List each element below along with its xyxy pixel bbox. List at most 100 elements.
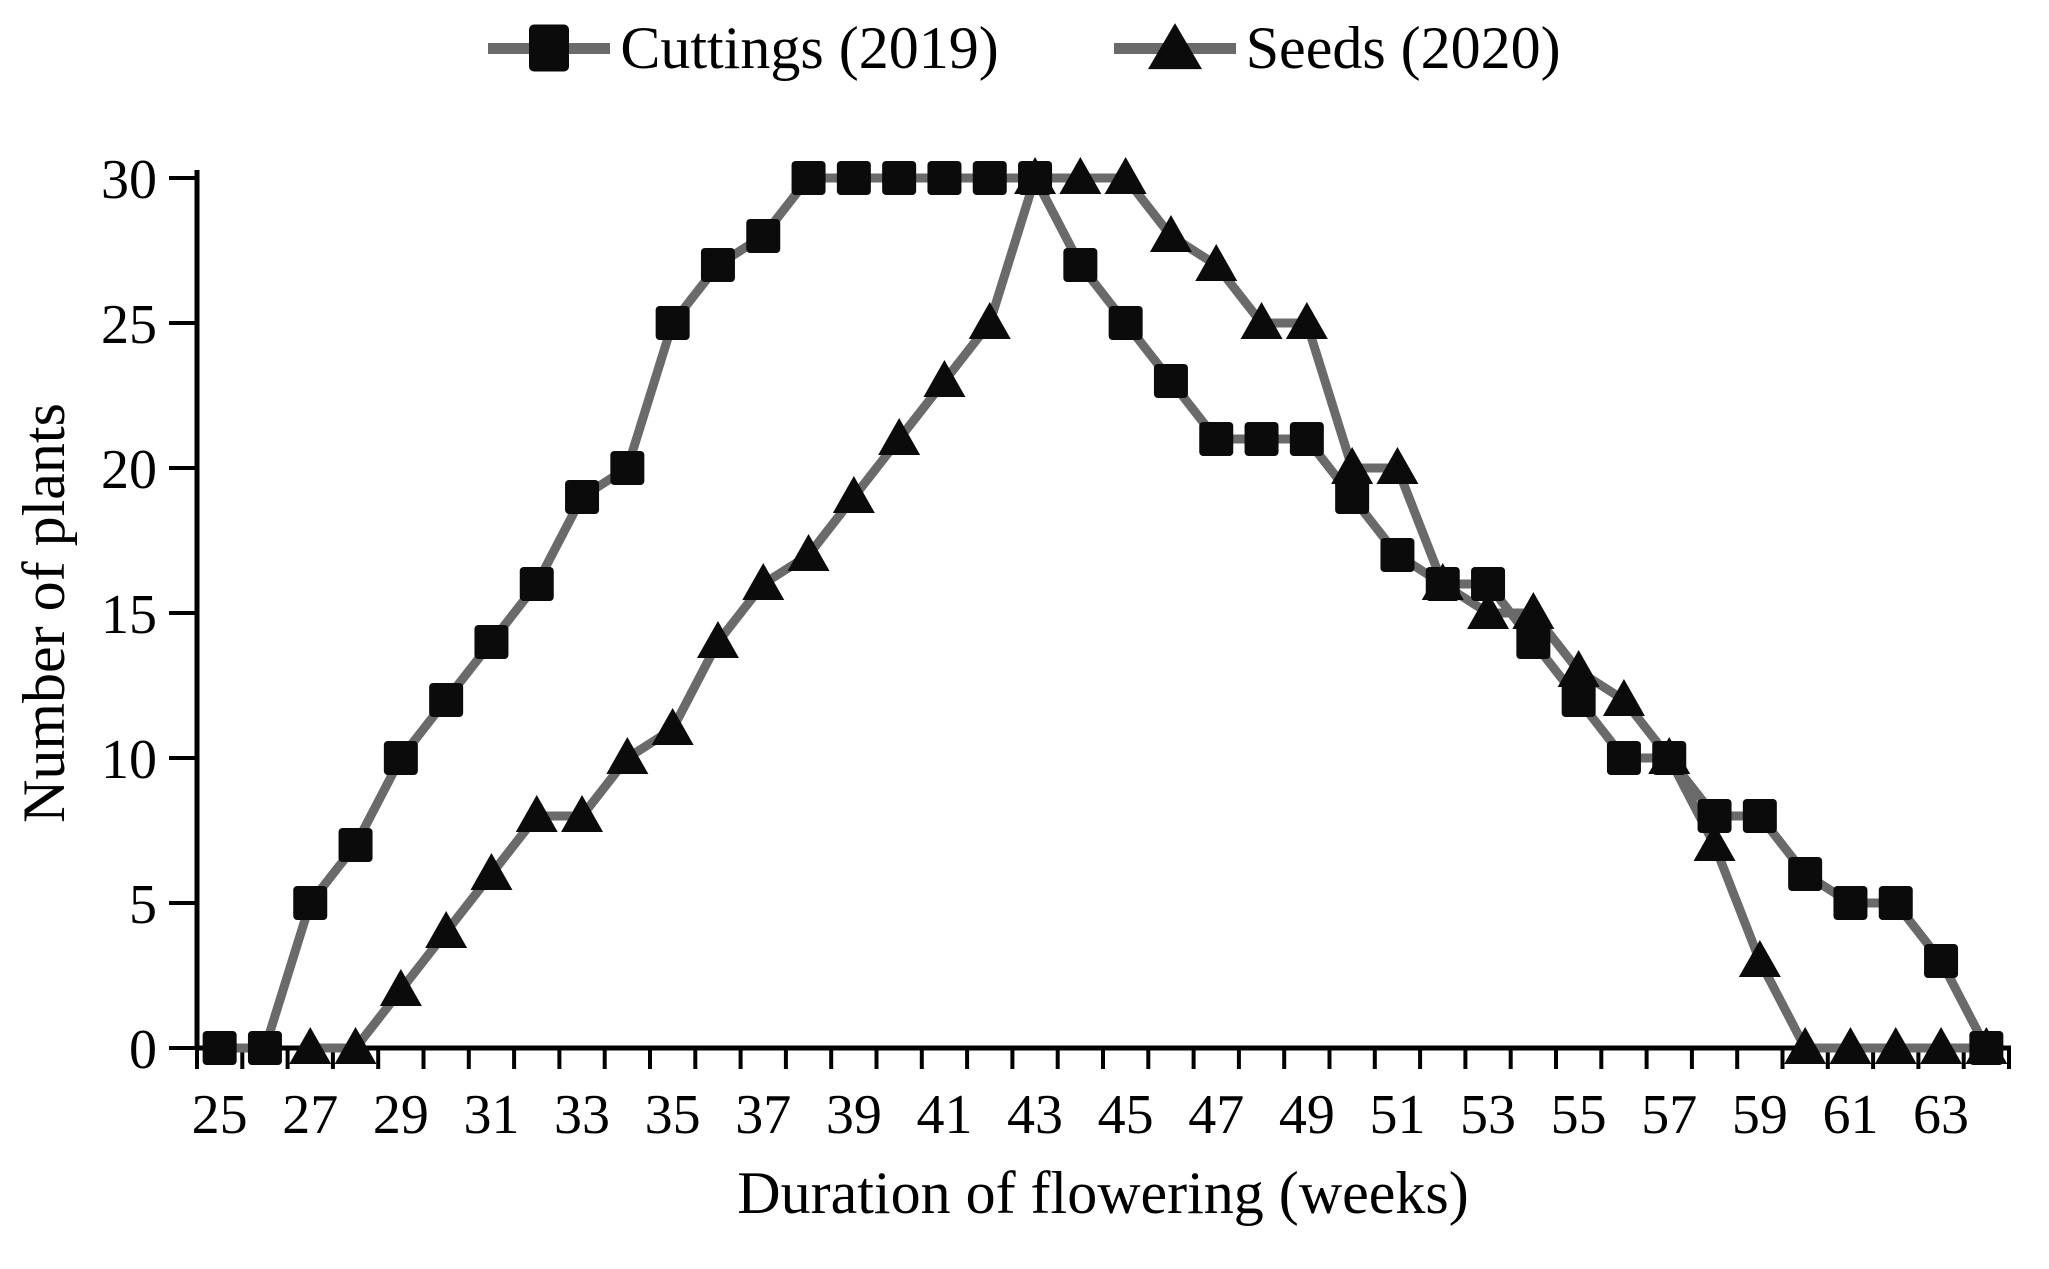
x-tick-label: 59 [1732, 1084, 1788, 1146]
triangle-marker [1059, 157, 1102, 194]
triangle-marker [1602, 679, 1645, 716]
y-tick-label: 15 [101, 584, 157, 646]
square-marker [429, 683, 464, 717]
x-tick-label: 49 [1279, 1084, 1335, 1146]
triangle-marker [1376, 447, 1419, 484]
triangle-marker [561, 795, 604, 832]
legend-label-seeds: Seeds (2020) [1245, 15, 1561, 81]
legend-line-sample [1113, 23, 1236, 70]
square-marker [791, 161, 826, 195]
square-marker [1924, 944, 1959, 978]
triangle-marker [1467, 592, 1510, 629]
y-tick-label: 10 [101, 729, 157, 791]
triangle-marker [742, 563, 785, 600]
triangle-marker [1920, 1027, 1963, 1064]
y-tick-label: 20 [101, 439, 157, 501]
x-tick-label: 25 [192, 1084, 248, 1146]
triangle-marker [1557, 650, 1600, 687]
x-axis-title: Duration of flowering (weeks) [737, 1160, 1469, 1226]
triangle-marker [832, 476, 875, 513]
square-marker [202, 1031, 237, 1065]
x-tick-label: 39 [826, 1084, 882, 1146]
x-tick-label: 57 [1641, 1084, 1697, 1146]
y-axis-title: Number of plants [11, 403, 77, 823]
square-marker [1199, 422, 1234, 456]
square-marker [383, 741, 418, 775]
y-tick-label: 0 [129, 1019, 157, 1081]
legend-line-sample [488, 24, 611, 72]
triangle-marker [379, 969, 422, 1006]
square-marker [1289, 422, 1324, 456]
square-marker [1335, 480, 1370, 514]
x-tick-label: 37 [735, 1084, 791, 1146]
square-marker [474, 625, 509, 659]
triangle-marker [515, 795, 558, 832]
x-tick-label: 45 [1098, 1084, 1154, 1146]
square-marker [1788, 857, 1823, 891]
triangle-marker [470, 853, 513, 890]
square-marker [1425, 567, 1460, 601]
square-marker [1018, 161, 1053, 195]
y-tick-label: 30 [101, 149, 157, 211]
square-marker [1697, 799, 1732, 833]
y-tick-label: 5 [129, 874, 157, 936]
triangle-marker [1149, 215, 1192, 252]
square-marker [338, 828, 373, 862]
square-marker-icon [529, 24, 570, 72]
triangle-marker [289, 1027, 332, 1064]
x-tick-label: 31 [463, 1084, 519, 1146]
triangle-marker [1331, 447, 1374, 484]
square-marker [882, 161, 917, 195]
triangle-marker [1104, 157, 1147, 194]
square-marker [610, 451, 645, 485]
triangle-marker-icon [1147, 23, 1202, 70]
square-marker [700, 248, 735, 282]
chart-legend: Cuttings (2019) Seeds (2020) [0, 18, 2049, 78]
square-marker [1561, 683, 1596, 717]
square-marker [1244, 422, 1279, 456]
square-marker [1380, 538, 1415, 572]
square-marker [927, 161, 962, 195]
x-tick-label: 53 [1460, 1084, 1516, 1146]
triangle-marker [1285, 302, 1328, 339]
triangle-marker [334, 1027, 377, 1064]
triangle-marker [606, 737, 649, 774]
square-marker [565, 480, 600, 514]
square-marker [1652, 741, 1687, 775]
x-tick-label: 33 [554, 1084, 610, 1146]
legend-item-cuttings: Cuttings (2019) [488, 15, 999, 81]
square-marker [836, 161, 871, 195]
triangle-marker [1738, 940, 1781, 977]
legend-item-seeds: Seeds (2020) [1113, 15, 1561, 81]
x-tick-label: 47 [1188, 1084, 1244, 1146]
triangle-marker [1693, 824, 1736, 861]
triangle-marker [696, 621, 739, 658]
triangle-marker [1512, 592, 1555, 629]
square-marker [519, 567, 554, 601]
legend-label-cuttings: Cuttings (2019) [620, 15, 999, 81]
square-marker [1969, 1031, 2004, 1065]
x-tick-label: 35 [645, 1084, 701, 1146]
x-tick-label: 43 [1007, 1084, 1063, 1146]
triangle-marker [1784, 1027, 1827, 1064]
square-marker [1108, 306, 1143, 340]
triangle-marker [878, 418, 921, 455]
series-line-seeds [305, 173, 1991, 1053]
triangle-marker [1195, 244, 1238, 281]
square-marker [972, 161, 1007, 195]
square-marker [1516, 625, 1551, 659]
x-tick-label: 29 [373, 1084, 429, 1146]
square-marker [1063, 248, 1098, 282]
square-marker [1606, 741, 1641, 775]
square-marker [1153, 364, 1188, 398]
square-marker [746, 219, 781, 253]
square-marker [1833, 886, 1868, 920]
triangle-marker [425, 911, 468, 948]
square-marker [293, 886, 328, 920]
triangle-marker [1874, 1027, 1917, 1064]
square-marker [655, 306, 690, 340]
triangle-marker [923, 360, 966, 397]
triangle-marker [1829, 1027, 1872, 1064]
